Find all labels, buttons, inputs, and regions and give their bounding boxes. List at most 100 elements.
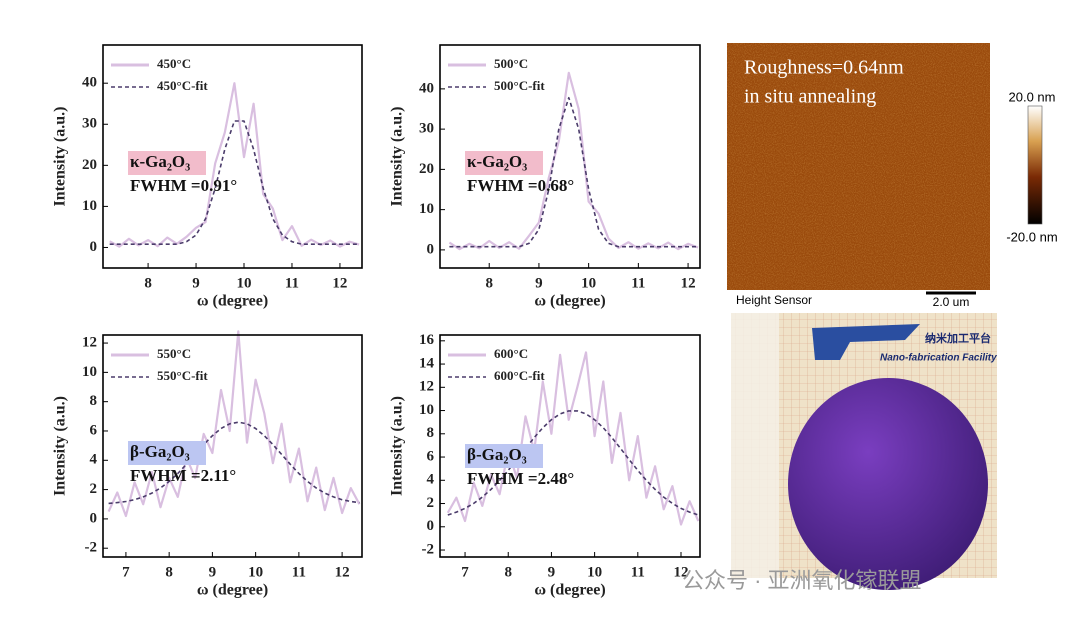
logo-cn: 纳米加工平台 [925, 331, 991, 345]
y-tick-label: 2 [427, 495, 435, 511]
series-line [446, 351, 700, 526]
watermark: 公众号 · 亚洲氧化镓联盟 [682, 568, 922, 593]
fwhm-label: FWHM =0.68° [467, 176, 574, 195]
series-line [109, 82, 360, 248]
x-tick-label: 12 [673, 564, 688, 580]
y-tick-label: 12 [419, 379, 434, 395]
y-tick-label: 8 [90, 393, 98, 409]
y-tick-label: 0 [427, 241, 435, 257]
y-tick-label: 8 [427, 425, 435, 441]
x-tick-label: 12 [332, 275, 347, 291]
x-axis-label: ω (degree) [534, 582, 605, 599]
chart: 7 8 9 10 11 12 -2 0 2 4 6 8 10 12 550°C 550°C-fit β-Ga₂O… [52, 330, 363, 599]
color-bar-max: 20.0 nm [1009, 89, 1056, 104]
annotation-bg [465, 444, 543, 468]
fwhm-label: FWHM =2.48° [467, 469, 574, 488]
chart: 7 8 9 10 11 12 -2 0 2 4 6 8 10 12 14 16 600°C 600°C-fit β-… [389, 332, 701, 599]
series-line [448, 71, 699, 251]
x-tick-label: 8 [504, 564, 512, 580]
annotation: κ-Ga₂O₃ [130, 152, 190, 171]
x-tick-label: 9 [535, 275, 543, 291]
y-tick-label: 40 [419, 80, 434, 96]
y-tick-label: 10 [82, 198, 97, 214]
series-line [107, 330, 361, 518]
y-tick-label: 16 [419, 332, 435, 348]
scale-bar-label: 2.0 um [933, 295, 970, 309]
afm-image: Roughness=0.64nm in situ annealing 20.0 … [727, 43, 1058, 309]
x-tick-label: 11 [292, 564, 306, 580]
y-tick-label: 0 [90, 510, 98, 526]
annotation: β-Ga₂O₃ [467, 445, 527, 464]
y-tick-label: 10 [419, 402, 434, 418]
y-tick-label: 6 [90, 422, 98, 438]
color-bar-min: -20.0 nm [1006, 229, 1057, 244]
series-line [108, 421, 360, 505]
legend-label: 450°C [157, 56, 191, 71]
frame [439, 44, 701, 269]
y-tick-label: 14 [419, 355, 435, 371]
x-tick-label: 10 [237, 275, 252, 291]
x-axis-label: ω (degree) [197, 293, 268, 310]
frame [439, 334, 701, 558]
legend-label: 500°C [494, 56, 528, 71]
x-tick-label: 12 [335, 564, 350, 580]
legend-label: 550°C-fit [157, 368, 208, 383]
y-axis-label: Intensity (a.u.) [389, 106, 406, 206]
legend-label: 450°C-fit [157, 78, 208, 93]
x-tick-label: 7 [122, 564, 130, 580]
logo [812, 324, 920, 360]
color-bar [1027, 105, 1043, 225]
x-tick-label: 8 [144, 275, 152, 291]
ruler [731, 313, 779, 578]
y-tick-label: 30 [419, 121, 434, 137]
y-tick-label: 20 [419, 161, 434, 177]
x-tick-label: 9 [192, 275, 200, 291]
x-tick-label: 9 [209, 564, 217, 580]
wafer [788, 378, 988, 590]
charts: 8 9 10 11 12010203040450°C450°C-fitκ-Ga₂O₃FW… [52, 44, 701, 599]
legend-label: 600°C-fit [494, 368, 545, 383]
y-tick-label: 2 [90, 481, 98, 497]
x-tick-label: 12 [681, 275, 696, 291]
y-tick-label: 4 [90, 452, 98, 468]
y-tick-label: 0 [90, 239, 98, 255]
y-tick-label: 10 [419, 201, 434, 217]
x-tick-label: 9 [548, 564, 556, 580]
x-tick-label: 8 [165, 564, 173, 580]
x-tick-label: 8 [485, 275, 493, 291]
afm-note: in situ annealing [744, 86, 876, 108]
y-tick-label: 40 [82, 75, 97, 91]
fwhm-label: FWHM =2.11° [130, 466, 236, 485]
y-axis-label: Intensity (a.u.) [389, 396, 406, 496]
y-axis-label: Intensity (a.u.) [52, 106, 69, 206]
annotation-bg [465, 151, 543, 175]
channel-label: Height Sensor [736, 293, 812, 307]
logo-en: Nano-fabrication Facility [880, 353, 997, 364]
afm-texture [727, 43, 990, 290]
frame [102, 44, 363, 269]
frame [102, 334, 363, 558]
x-axis-label: ω (degree) [534, 293, 605, 310]
x-axis-label: ω (degree) [197, 582, 268, 599]
legend-label: 500°C-fit [494, 78, 545, 93]
y-tick-label: 10 [82, 364, 97, 380]
legend-label: 600°C [494, 346, 528, 361]
fwhm-label: FWHM =0.91° [130, 176, 237, 195]
x-tick-label: 11 [631, 564, 645, 580]
y-tick-label: 6 [427, 448, 435, 464]
afm-roughness: Roughness=0.64nm [744, 57, 904, 79]
annotation: κ-Ga₂O₃ [467, 152, 527, 171]
y-tick-label: 4 [427, 472, 435, 488]
legend-label: 550°C [157, 346, 191, 361]
annotation-bg [128, 151, 206, 175]
x-tick-label: 10 [581, 275, 596, 291]
y-axis-label: Intensity (a.u.) [52, 396, 69, 496]
x-tick-label: 10 [587, 564, 602, 580]
chart: 8 9 10 11 12 0 10 20 30 40 500°C 500°C-fit κ-Ga₂O₃ FW… [389, 44, 701, 310]
y-tick-label: -2 [422, 541, 435, 557]
x-tick-label: 11 [631, 275, 645, 291]
y-tick-label: 12 [82, 334, 97, 350]
y-tick-label: 20 [82, 157, 97, 173]
annotation: β-Ga₂O₃ [130, 442, 190, 461]
